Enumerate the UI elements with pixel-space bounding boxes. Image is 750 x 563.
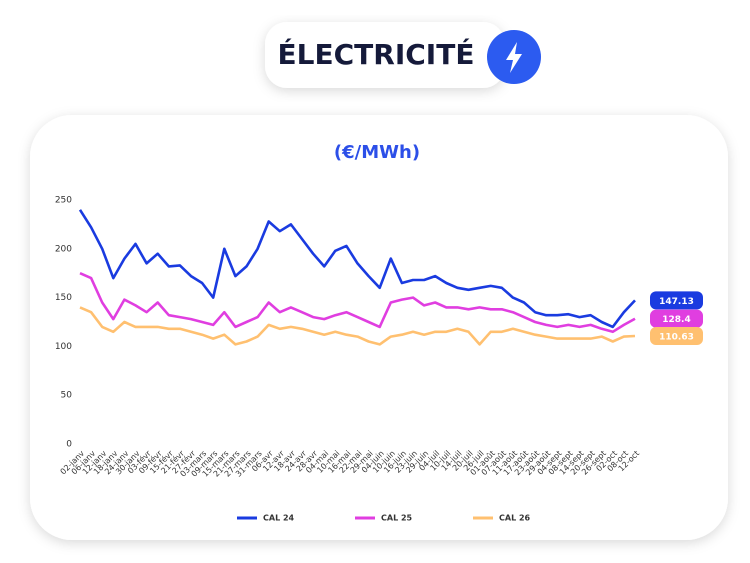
chart-title: (€/MWh) [334,142,420,163]
bolt-shape [506,42,522,73]
y-tick-label: 0 [66,440,72,450]
end-value-label: 110.63 [659,333,694,343]
y-tick-label: 50 [61,391,73,401]
series-line [78,209,636,329]
end-value-badge [650,327,703,346]
y-tick-label: 200 [55,244,72,254]
series-line [79,272,636,334]
y-tick-label: 250 [55,196,72,206]
header-pill [265,22,505,88]
legend-label: CAL 26 [499,514,531,523]
header-title: ÉLECTRICITÉ [278,37,475,71]
end-value-label: 128.4 [662,315,690,325]
end-value-label: 147.13 [659,297,694,307]
y-tick-label: 150 [55,293,72,303]
end-value-badge [650,291,703,310]
legend-label: CAL 24 [263,514,295,523]
legend-label: CAL 25 [381,514,413,523]
end-value-badge [650,309,703,328]
series-line [79,306,636,346]
y-tick-label: 100 [55,342,72,352]
